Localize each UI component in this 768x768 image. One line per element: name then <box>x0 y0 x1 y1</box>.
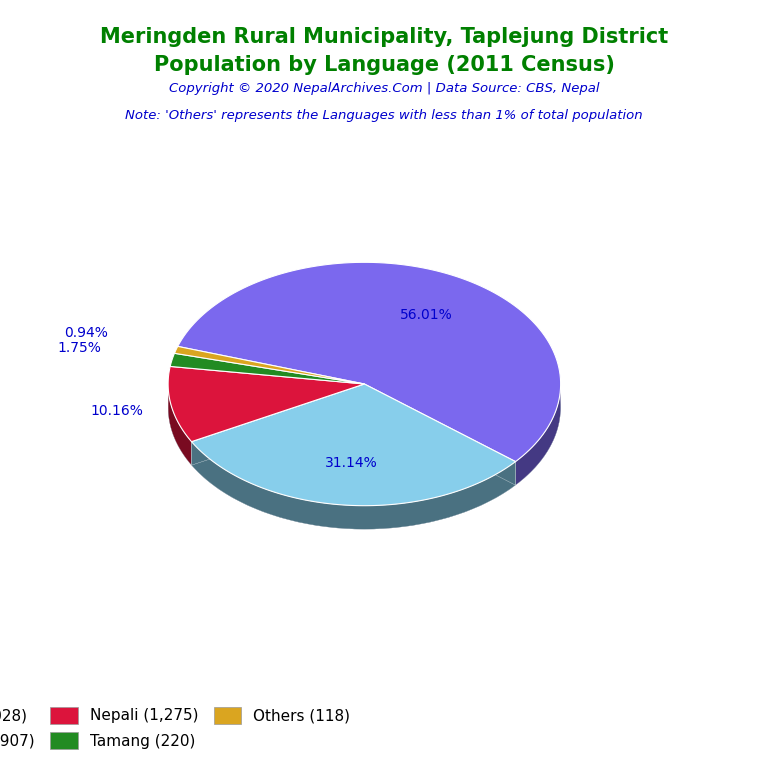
Polygon shape <box>364 384 515 485</box>
Text: Meringden Rural Municipality, Taplejung District: Meringden Rural Municipality, Taplejung … <box>100 27 668 47</box>
Polygon shape <box>170 353 364 384</box>
Text: Note: 'Others' represents the Languages with less than 1% of total population: Note: 'Others' represents the Languages … <box>125 109 643 122</box>
Polygon shape <box>174 346 364 384</box>
Text: 31.14%: 31.14% <box>326 455 378 470</box>
Polygon shape <box>168 366 364 442</box>
Polygon shape <box>515 386 561 485</box>
Text: 1.75%: 1.75% <box>58 341 101 356</box>
Polygon shape <box>191 384 515 505</box>
Polygon shape <box>168 385 191 465</box>
Text: 0.94%: 0.94% <box>64 326 108 340</box>
Polygon shape <box>191 384 364 465</box>
Polygon shape <box>191 442 515 529</box>
Text: Population by Language (2011 Census): Population by Language (2011 Census) <box>154 55 614 75</box>
Legend: Limbu (7,028), Sherpa (3,907), Nepali (1,275), Tamang (220), Others (118): Limbu (7,028), Sherpa (3,907), Nepali (1… <box>0 700 356 756</box>
Polygon shape <box>177 263 561 462</box>
Polygon shape <box>364 384 515 485</box>
Polygon shape <box>191 384 364 465</box>
Text: Copyright © 2020 NepalArchives.Com | Data Source: CBS, Nepal: Copyright © 2020 NepalArchives.Com | Dat… <box>169 82 599 95</box>
Text: 56.01%: 56.01% <box>399 308 452 322</box>
Text: 10.16%: 10.16% <box>91 404 144 418</box>
Ellipse shape <box>168 286 561 529</box>
